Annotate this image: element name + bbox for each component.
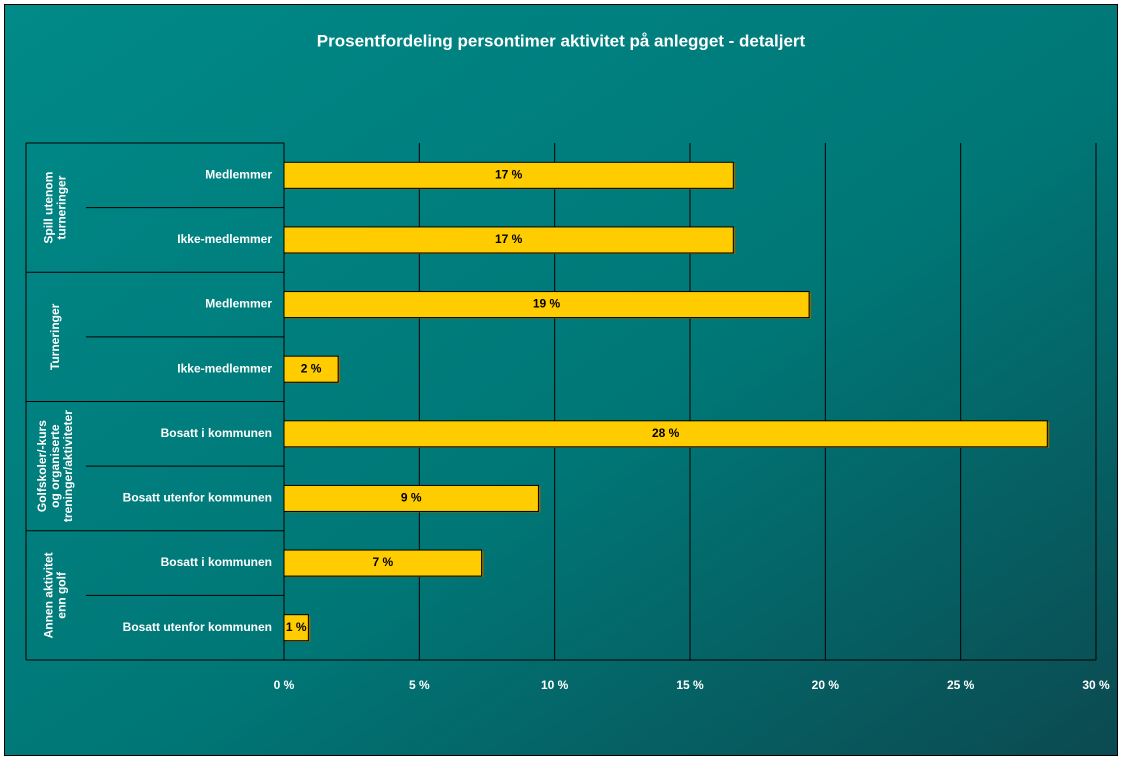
bar: [283, 420, 1048, 448]
y-tick-label: Bosatt i kommunen: [161, 555, 272, 569]
y-tick-label: Ikke-medlemmer: [177, 232, 272, 246]
data-label: 28 %: [652, 426, 680, 440]
bar: [283, 484, 539, 512]
group-label: Golfskoler/-kursog organisertetreninger/…: [35, 410, 75, 522]
y-tick-label: Medlemmer: [205, 167, 272, 181]
y-tick-label: Medlemmer: [205, 297, 272, 311]
chart-title: Prosentfordeling persontimer aktivitet p…: [317, 31, 806, 50]
group-label: Spill utenomturneringer: [42, 172, 69, 244]
x-tick-label: 20 %: [812, 678, 840, 692]
data-label: 17 %: [495, 232, 523, 246]
y-tick-label: Bosatt utenfor kommunen: [123, 491, 272, 505]
y-tick-label: Ikke-medlemmer: [177, 361, 272, 375]
bar: [283, 226, 734, 254]
data-label: 17 %: [495, 167, 523, 181]
x-tick-label: 5 %: [409, 678, 430, 692]
x-tick-label: 30 %: [1082, 678, 1110, 692]
y-tick-label: Bosatt utenfor kommunen: [123, 620, 272, 634]
x-tick-label: 15 %: [676, 678, 704, 692]
data-label: 1 %: [286, 620, 307, 634]
group-label: Annen aktivitetenn golf: [42, 552, 69, 638]
data-label: 7 %: [372, 555, 393, 569]
group-label: Turneringer: [48, 303, 62, 370]
data-label: 2 %: [301, 361, 322, 375]
bar: [283, 291, 810, 319]
bar: [283, 161, 734, 189]
bar: [283, 614, 309, 642]
x-tick-label: 10 %: [541, 678, 569, 692]
chart-background: [4, 4, 1118, 756]
bar: [283, 355, 339, 383]
data-label: 19 %: [533, 297, 561, 311]
bar: [283, 549, 483, 577]
y-tick-label: Bosatt i kommunen: [161, 426, 272, 440]
x-tick-label: 0 %: [274, 678, 295, 692]
x-tick-label: 25 %: [947, 678, 975, 692]
data-label: 9 %: [401, 491, 422, 505]
